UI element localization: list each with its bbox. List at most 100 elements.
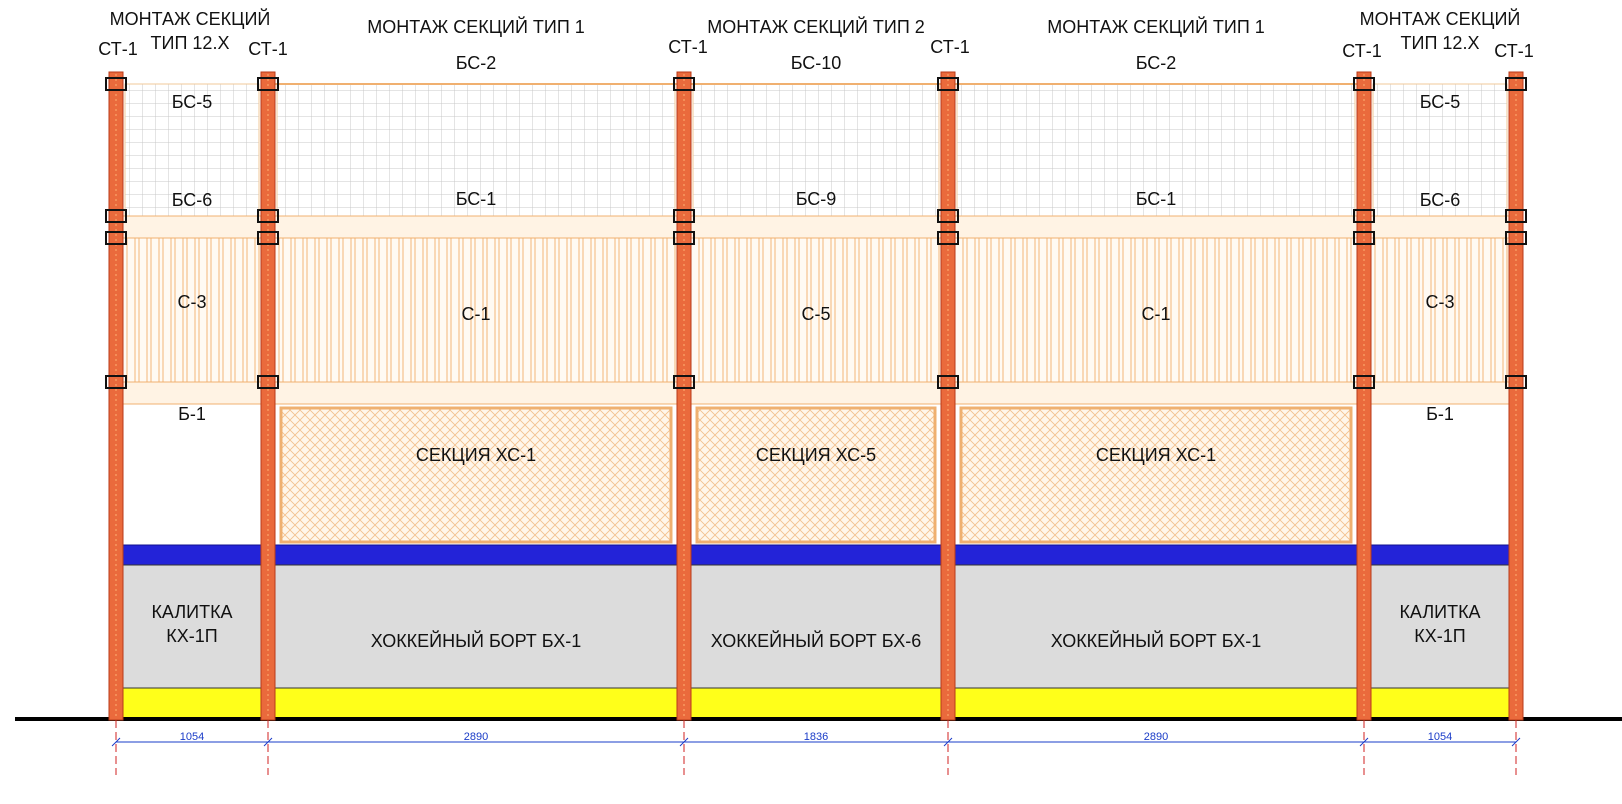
section-heading: ТИП 12.Х xyxy=(151,33,230,53)
board-label: КХ-1П xyxy=(166,626,217,646)
clamp xyxy=(673,231,695,245)
post-label: СТ-1 xyxy=(1494,41,1533,61)
clamp xyxy=(1505,209,1527,223)
board-label: КХ-1П xyxy=(1414,626,1465,646)
hatch-panel xyxy=(695,406,937,544)
clamp xyxy=(257,231,279,245)
clamp xyxy=(673,209,695,223)
panel-label: БС-6 xyxy=(1420,190,1461,210)
panel-label: Б-1 xyxy=(178,404,206,424)
dimension-tick xyxy=(263,737,273,747)
blue-band xyxy=(947,544,1365,566)
rail xyxy=(1370,215,1510,239)
rail xyxy=(690,381,942,405)
dimension-tick xyxy=(1359,737,1369,747)
rail xyxy=(122,215,262,239)
kick-plate xyxy=(122,687,262,719)
mesh-panel xyxy=(692,83,940,217)
rail xyxy=(274,381,678,405)
panel-label: С-1 xyxy=(1141,304,1170,324)
clamp xyxy=(257,77,279,91)
mesh-panel xyxy=(1372,83,1508,217)
dimension-value: 1836 xyxy=(804,731,828,743)
rail xyxy=(954,215,1358,239)
clamp xyxy=(937,231,959,245)
dimension-value: 1054 xyxy=(180,731,204,743)
post-label: СТ-1 xyxy=(98,39,137,59)
post-label: СТ-1 xyxy=(930,37,969,57)
panel-label: БС-5 xyxy=(172,92,213,112)
post-label: СТ-1 xyxy=(248,39,287,59)
panel-label: БС-2 xyxy=(456,53,497,73)
section-heading: МОНТАЖ СЕКЦИЙ ТИП 2 xyxy=(707,16,925,37)
rail xyxy=(1370,381,1510,405)
panel-label: СЕКЦИЯ ХС-5 xyxy=(756,445,876,465)
kick-plate xyxy=(690,687,942,719)
mesh-panel xyxy=(276,83,676,217)
kick-plate xyxy=(954,687,1358,719)
kick-plate xyxy=(1370,687,1510,719)
board xyxy=(954,564,1358,689)
board-label: ХОККЕЙНЫЙ БОРТ БХ-1 xyxy=(1051,630,1261,651)
rail xyxy=(122,381,262,405)
dimension-tick xyxy=(943,737,953,747)
dimension-tick xyxy=(679,737,689,747)
slat-panel xyxy=(954,237,1358,383)
clamp xyxy=(1505,375,1527,389)
section-heading: МОНТАЖ СЕКЦИЙ ТИП 1 xyxy=(1047,16,1265,37)
clamp xyxy=(1353,231,1375,245)
clamp xyxy=(1353,77,1375,91)
clamp xyxy=(673,77,695,91)
board xyxy=(690,564,942,689)
mesh-panel xyxy=(124,83,260,217)
panel-label: БС-1 xyxy=(456,189,497,209)
rail xyxy=(954,381,1358,405)
clamp xyxy=(105,375,127,389)
clamp xyxy=(105,231,127,245)
clamp xyxy=(105,77,127,91)
panel-label: БС-6 xyxy=(172,190,213,210)
board-label: КАЛИТКА xyxy=(1399,602,1480,622)
panel-label: БС-1 xyxy=(1136,189,1177,209)
dimension-value: 1054 xyxy=(1428,731,1452,743)
dimension-value: 2890 xyxy=(1144,731,1168,743)
clamp xyxy=(1505,231,1527,245)
hatch-panel xyxy=(279,406,673,544)
panel-label: БС-10 xyxy=(791,53,842,73)
blue-band xyxy=(1363,544,1517,566)
slat-panel xyxy=(122,237,262,383)
rail xyxy=(690,215,942,239)
section-heading: ТИП 12.Х xyxy=(1401,33,1480,53)
clamp xyxy=(257,209,279,223)
panel-label: СЕКЦИЯ ХС-1 xyxy=(416,445,536,465)
clamp xyxy=(673,375,695,389)
blue-band xyxy=(683,544,949,566)
panel-label: БС-9 xyxy=(796,189,837,209)
panel-label: С-3 xyxy=(1425,292,1454,312)
dimension-tick xyxy=(111,737,121,747)
panel-label: Б-1 xyxy=(1426,404,1454,424)
blue-band xyxy=(267,544,685,566)
clamp xyxy=(1353,209,1375,223)
clamp xyxy=(937,209,959,223)
board-label: ХОККЕЙНЫЙ БОРТ БХ-1 xyxy=(371,630,581,651)
clamp xyxy=(257,375,279,389)
blue-band xyxy=(115,544,269,566)
board-label: КАЛИТКА xyxy=(151,602,232,622)
board xyxy=(274,564,678,689)
board-label: ХОККЕЙНЫЙ БОРТ БХ-6 xyxy=(711,630,921,651)
board xyxy=(1370,564,1510,689)
hatch-panel xyxy=(959,406,1353,544)
slat-panel xyxy=(1370,237,1510,383)
kick-plate xyxy=(274,687,678,719)
panel-label: БС-2 xyxy=(1136,53,1177,73)
clamp xyxy=(937,375,959,389)
section-heading: МОНТАЖ СЕКЦИЙ xyxy=(110,8,271,29)
mesh-panel xyxy=(956,83,1356,217)
dimension-tick xyxy=(1511,737,1521,747)
clamp xyxy=(1353,375,1375,389)
panel-label: С-5 xyxy=(801,304,830,324)
panel-label: С-3 xyxy=(177,292,206,312)
